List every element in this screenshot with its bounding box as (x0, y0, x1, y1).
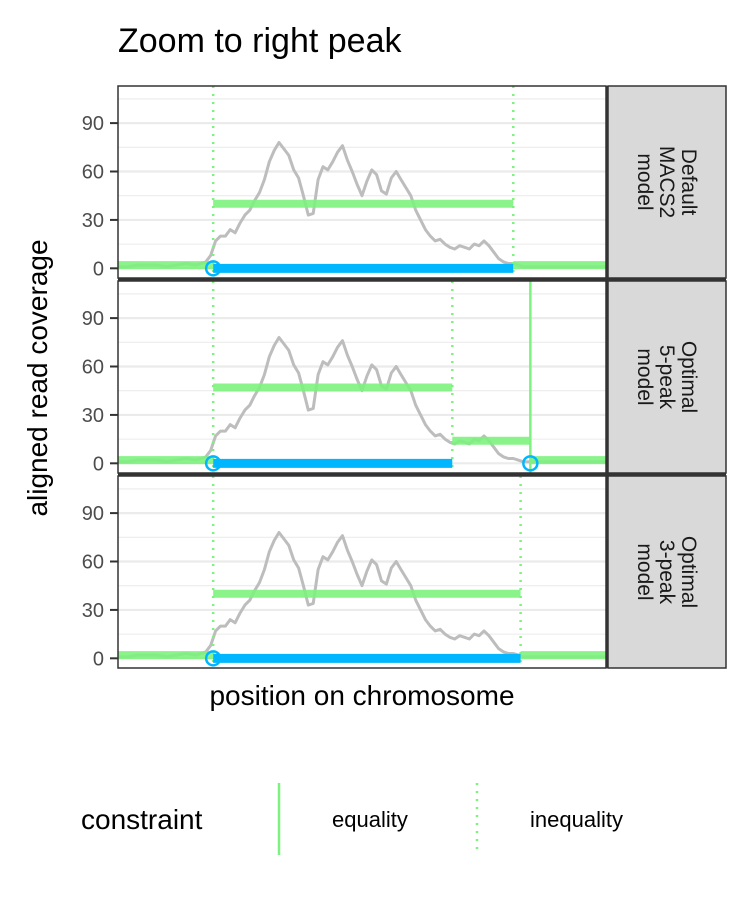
peak-start-marker (204, 260, 222, 277)
peak-start-marker (204, 455, 222, 472)
y-tick-label: 90 (82, 308, 104, 330)
facet-strip (607, 85, 727, 279)
facet-strip-line: 3-peak (655, 540, 678, 605)
facet-strip-line: Optimal (677, 341, 700, 413)
panel-background (118, 281, 606, 473)
coverage-line (118, 531, 606, 659)
facet-strip-label: DefaultMACS2model (633, 146, 700, 218)
coverage-line (118, 141, 606, 269)
peak-start-marker (204, 650, 222, 667)
y-tick-label: 30 (82, 405, 104, 427)
panel-1: 0 30 60 90 DefaultMACS2model (82, 85, 727, 280)
panel-3: 0 30 60 90 Optimal3-peakmodel (82, 475, 727, 670)
y-tick-label: 0 (93, 648, 104, 670)
y-tick-label: 60 (82, 357, 104, 379)
legend: constraint equality inequality (81, 783, 623, 855)
peak-start-marker (522, 455, 539, 472)
legend-label-equality: equality (332, 807, 408, 832)
panel-background (118, 86, 606, 278)
coverage-line (118, 336, 606, 464)
y-tick-label: 0 (93, 453, 104, 475)
panel-2: 0 30 60 90 Optimal5-peakmodel (82, 280, 727, 475)
y-tick-label: 60 (82, 552, 104, 574)
facet-strip-line: model (633, 153, 656, 210)
y-tick-label: 30 (82, 210, 104, 232)
facet-strip-label: Optimal5-peakmodel (633, 341, 700, 413)
y-tick-label: 0 (93, 258, 104, 280)
facet-strip-label: Optimal3-peakmodel (633, 536, 700, 608)
facet-strip-line: 5-peak (655, 345, 678, 410)
y-tick-label: 90 (82, 113, 104, 135)
legend-title: constraint (81, 804, 203, 835)
facet-strip-line: model (633, 543, 656, 600)
y-tick-label: 60 (82, 162, 104, 184)
facet-panels: 0306090DefaultMACS2model0306090Optimal5-… (82, 85, 727, 670)
facet-strip-line: model (633, 348, 656, 405)
chart-title: Zoom to right peak (118, 22, 402, 60)
x-axis-title: position on chromosome (209, 680, 514, 711)
facet-strip-line: Optimal (677, 536, 700, 608)
legend-label-inequality: inequality (530, 807, 623, 832)
y-axis-title: aligned read coverage (22, 239, 53, 516)
facet-strip (607, 280, 727, 474)
facet-strip (607, 475, 727, 669)
facet-strip-line: Default (677, 149, 700, 216)
y-tick-label: 30 (82, 600, 104, 622)
y-tick-label: 90 (82, 503, 104, 525)
panel-background (118, 476, 606, 668)
facet-strip-line: MACS2 (655, 146, 678, 218)
